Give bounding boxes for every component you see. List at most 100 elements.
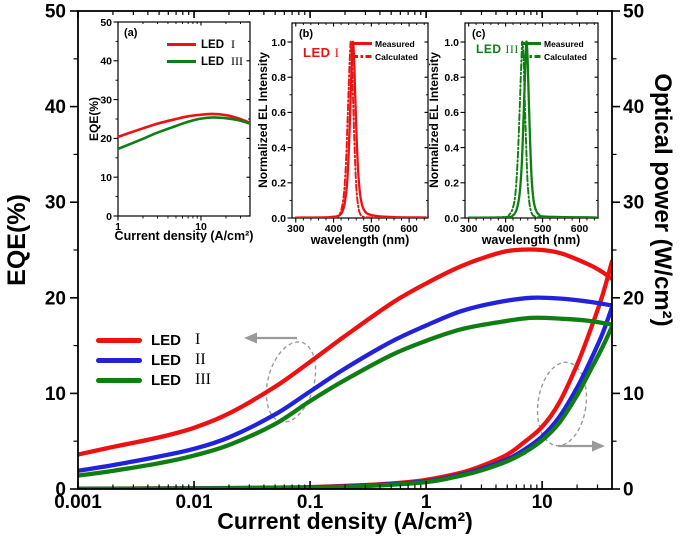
inset-c-y-tick-label: 0.4 <box>444 142 459 154</box>
inset-b-x-tick-label: 600 <box>400 223 418 235</box>
x-tick-label: 0.1 <box>297 492 324 513</box>
inset-c-y-tick-label: 0.6 <box>444 107 459 119</box>
inset-c-axes: 300 400 500 600 0.0 0.2 0.4 0.6 0.8 1.0 <box>444 22 599 235</box>
inset-a-x-tick-label: 1 <box>115 221 121 233</box>
inset-b-x-tick-label: 400 <box>325 223 343 235</box>
inset-b-y-tick-label: 1.0 <box>271 37 286 49</box>
left-y-tick-label: 40 <box>45 97 66 118</box>
inset-a-y-tick-label: 0 <box>106 211 112 223</box>
legend-item-led2: LED II <box>96 350 211 370</box>
inset-b-y-tick-label: 0.8 <box>271 72 286 84</box>
legend-label-led2: LED <box>151 351 181 369</box>
inset-b-legend: Measured Calculated <box>352 37 418 63</box>
legend-numeral-led1: I <box>195 331 201 348</box>
inset-b-legend-calculated-label: Calculated <box>375 51 418 62</box>
inset-b-legend-dashdot-line <box>352 55 372 58</box>
inset-b-axes: 300 400 500 600 0.0 0.2 0.4 0.6 0.8 1.0 <box>271 22 429 235</box>
left-axis-title: EQE(%) <box>3 194 31 286</box>
x-tick-label: 1 <box>421 492 432 513</box>
inset-a-legend-numeral-led1: I <box>231 37 235 51</box>
inset-a-legend: LED I LED III <box>167 36 243 70</box>
inset-a-curve-1 <box>118 112 250 139</box>
annotation-ellipse-right <box>536 361 588 447</box>
inset-c-xlabel: wavelength (nm) <box>481 233 581 247</box>
right-y-tick-label: 40 <box>623 97 644 118</box>
inset-a-curve-2 <box>118 116 250 151</box>
main-eqe-curve-3 <box>78 315 612 478</box>
right-arrowhead-icon <box>592 440 605 452</box>
right-y-tick-label: 20 <box>623 288 644 309</box>
inset-a-tag: (a) <box>124 27 138 39</box>
x-axis-title: Current density (A/cm²) <box>217 508 473 534</box>
inset-c-y-tick-label: 0.2 <box>444 178 459 190</box>
inset-c-x-tick-label: 400 <box>497 223 515 235</box>
inset-c-series-label: LED III <box>476 42 519 57</box>
inset-c-x-tick-label: 600 <box>571 223 589 235</box>
inset-a-x-tick-label: 10 <box>195 221 207 233</box>
inset-b-x-tick-label: 500 <box>363 223 381 235</box>
inset-b-ylabel: Normalized EL Intensity <box>256 52 270 188</box>
legend-line-led1 <box>96 337 142 343</box>
inset-c-ylabel: Normalized EL Intensity <box>427 52 441 188</box>
inset-a-legend-numeral-led3: III <box>231 54 243 68</box>
inset-c-x-tick-label: 500 <box>534 223 552 235</box>
inset-b-series-label: LED I <box>303 45 339 61</box>
inset-c-legend-solid-line <box>521 42 541 45</box>
inset-a-y-tick-label: 50 <box>100 17 112 29</box>
inset-a-y-tick-label: 20 <box>100 133 112 145</box>
main-legend: LED I LED II LED III <box>96 330 211 390</box>
inset-b-series-prefix: LED <box>303 45 331 60</box>
inset-c-series-numeral: III <box>505 42 519 56</box>
left-y-tick-label: 10 <box>45 384 66 405</box>
legend-numeral-led3: III <box>195 371 211 388</box>
legend-label-led3: LED <box>151 371 181 389</box>
inset-c-series-prefix: LED <box>476 42 502 56</box>
inset-b-tag: (b) <box>299 28 314 40</box>
left-y-tick-label: 30 <box>45 193 66 214</box>
legend-line-led2 <box>96 357 142 363</box>
inset-c-measured-curve <box>467 40 598 218</box>
inset-c-legend: Measured Calculated <box>521 37 587 63</box>
inset-a-legend-label-led3: LED <box>201 55 224 68</box>
inset-a-xlabel: Current density (A/cm²) <box>114 229 254 243</box>
inset-c-legend-measured-label: Measured <box>544 38 584 49</box>
inset-c-legend-measured: Measured <box>521 37 587 50</box>
x-tick-label: 0.01 <box>176 492 213 513</box>
legend-line-led3 <box>96 377 142 383</box>
inset-a-legend-item-led1: LED I <box>167 36 243 53</box>
x-tick-label: 10 <box>532 492 553 513</box>
inset-b-legend-measured: Measured <box>352 37 418 50</box>
main-eqe-curve-1 <box>78 247 612 457</box>
right-y-tick-label: 50 <box>623 2 644 23</box>
inset-c-legend-calculated-label: Calculated <box>544 51 587 62</box>
inset-b-y-tick-label: 0.2 <box>271 178 286 190</box>
inset-b-xlabel: wavelength (nm) <box>310 233 410 247</box>
right-y-tick-label: 30 <box>623 193 644 214</box>
inset-b-x-tick-label: 300 <box>287 223 305 235</box>
inset-a-y-tick-label: 40 <box>100 56 112 68</box>
inset-c-legend-dashdot-line <box>521 55 541 58</box>
left-y-tick-label: 0 <box>55 480 66 501</box>
inset-b-calculated-curve <box>294 40 428 218</box>
inset-b-y-tick-label: 0.6 <box>271 107 286 119</box>
inset-b-legend-calculated: Calculated <box>352 50 418 63</box>
inset-b-y-tick-label: 0.0 <box>271 213 286 225</box>
inset-c-tag: (c) <box>472 28 486 40</box>
inset-c-y-tick-label: 0.0 <box>444 213 459 225</box>
left-arrowhead-icon <box>244 332 257 344</box>
inset-a-legend-line-led3 <box>167 59 196 64</box>
left-y-tick-label: 50 <box>45 2 66 23</box>
inset-a-legend-label-led1: LED <box>201 38 224 51</box>
inset-b-y-tick-label: 0.4 <box>271 142 286 154</box>
inset-a-legend-item-led3: LED III <box>167 53 243 70</box>
main-eqe-curve-2 <box>78 295 612 473</box>
legend-item-led1: LED I <box>96 330 211 350</box>
inset-a-axes: 1 10 0 10 20 30 40 50 <box>100 17 251 233</box>
inset-b-measured-curve <box>294 40 428 218</box>
inset-c-legend-calculated: Calculated <box>521 50 587 63</box>
x-tick-label: 0.001 <box>54 492 102 513</box>
inset-a-y-tick-label: 30 <box>100 94 112 106</box>
